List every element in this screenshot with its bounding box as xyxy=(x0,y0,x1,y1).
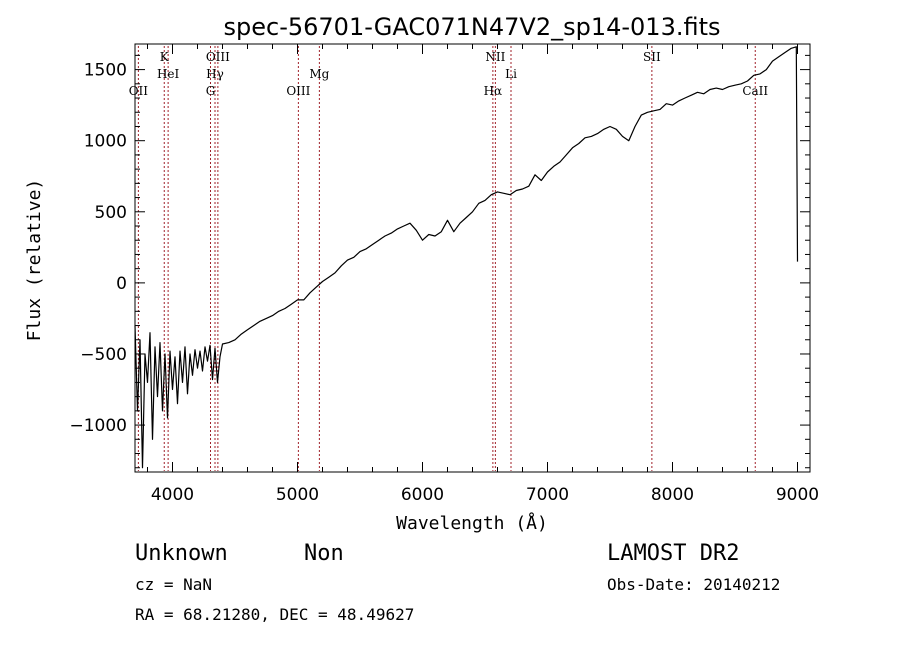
chart-title: spec-56701-GAC071N47V2_sp14-013.fits xyxy=(224,13,721,41)
x-tick-label: 8000 xyxy=(651,485,694,505)
spectral-line-label: NII xyxy=(485,50,505,64)
x-tick-label: 9000 xyxy=(776,485,819,505)
survey-name: LAMOST DR2 xyxy=(607,541,739,566)
spectral-line-label: Hα xyxy=(484,84,503,98)
spectral-line-label: Mg xyxy=(309,67,329,81)
spectral-line-label: Hγ xyxy=(206,67,224,81)
y-tick-label: 500 xyxy=(95,203,127,223)
plot-frame xyxy=(134,43,811,473)
spectral-line-label: OIII xyxy=(206,50,230,64)
y-tick-label: 1500 xyxy=(84,61,127,81)
spectrum-line xyxy=(134,46,799,469)
spectral-line-label: Li xyxy=(505,67,517,81)
x-tick-label: 7000 xyxy=(526,485,569,505)
ra-dec: RA = 68.21280, DEC = 48.49627 xyxy=(135,605,414,624)
x-axis-label: Wavelength (Å) xyxy=(396,512,548,534)
spectral-line-label: K xyxy=(160,50,170,64)
object-class: Unknown xyxy=(135,541,228,566)
y-tick-label: −1000 xyxy=(69,416,127,436)
y-tick-label: 0 xyxy=(116,274,127,294)
spectrum-series xyxy=(134,46,799,469)
y-tick-label: −500 xyxy=(80,345,127,365)
observation-date: Obs-Date: 20140212 xyxy=(607,575,780,594)
y-tick-label: 1000 xyxy=(84,132,127,152)
y-axis-label: Flux (relative) xyxy=(24,179,45,342)
x-tick-label: 4000 xyxy=(151,485,194,505)
spectral-line-label: HeI xyxy=(157,67,180,81)
object-subclass: Non xyxy=(304,541,344,566)
x-tick-label: 5000 xyxy=(276,485,319,505)
redshift-cz: cz = NaN xyxy=(135,575,212,594)
axis-ticks: 4000 5000 6000 7000 8000 9000 −1000 −500 0 500 100… xyxy=(69,44,819,505)
spectral-line-label: CaII xyxy=(742,84,768,98)
spectral-line-label: OIII xyxy=(286,84,310,98)
x-tick-label: 6000 xyxy=(401,485,444,505)
spectral-line-label: G xyxy=(206,84,216,98)
spectral-line-label: OII xyxy=(129,84,149,98)
spectral-line-label: SII xyxy=(643,50,661,64)
